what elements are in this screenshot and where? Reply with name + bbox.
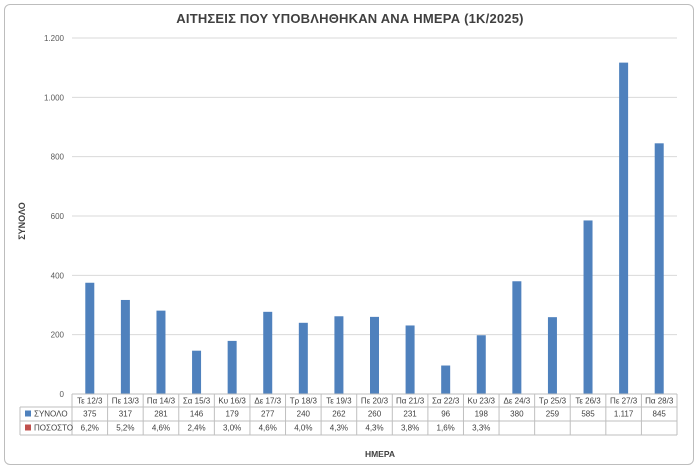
bar xyxy=(334,316,344,394)
category-label: Σα 15/3 xyxy=(183,397,211,406)
category-label: Δε 17/3 xyxy=(254,397,281,406)
data-label: 845 xyxy=(653,410,667,419)
category-label: Τε 26/3 xyxy=(575,397,601,406)
data-label: 179 xyxy=(225,410,239,419)
data-label: 4,6% xyxy=(259,424,277,433)
y-tick-label: 0 xyxy=(60,390,65,399)
x-axis-label: ΗΜΕΡΑ xyxy=(364,449,396,459)
data-label: 1,6% xyxy=(437,424,455,433)
category-label: Κυ 16/3 xyxy=(218,397,246,406)
data-label: 2,4% xyxy=(187,424,205,433)
y-tick-label: 600 xyxy=(51,212,65,221)
data-label: 262 xyxy=(332,410,346,419)
data-label: 3,0% xyxy=(223,424,241,433)
bar xyxy=(441,365,451,394)
category-label: Πε 13/3 xyxy=(112,397,140,406)
data-label: 96 xyxy=(441,410,450,419)
bar xyxy=(263,311,273,394)
data-label: 146 xyxy=(190,410,204,419)
data-label: 281 xyxy=(154,410,168,419)
data-label: 1.117 xyxy=(614,410,634,419)
bar xyxy=(619,62,629,395)
data-label: 277 xyxy=(261,410,275,419)
bar xyxy=(405,325,415,394)
data-label: 3,3% xyxy=(472,424,490,433)
bar xyxy=(654,143,664,394)
chart-frame xyxy=(4,4,694,465)
bar xyxy=(476,335,486,394)
data-label: 6,2% xyxy=(81,424,99,433)
series-name: ΠΟΣΟΣΤΟ xyxy=(34,424,73,433)
bar xyxy=(227,340,237,394)
y-tick-label: 400 xyxy=(51,271,65,280)
y-tick-label: 800 xyxy=(51,153,65,162)
category-label: Τε 12/3 xyxy=(77,397,103,406)
data-label: 5,2% xyxy=(116,424,134,433)
data-label: 4,3% xyxy=(330,424,348,433)
category-label: Τε 19/3 xyxy=(326,397,352,406)
bar xyxy=(192,350,202,394)
y-tick-label: 1.000 xyxy=(44,93,65,102)
data-label: 380 xyxy=(510,410,524,419)
data-label: 4,0% xyxy=(294,424,312,433)
data-label: 317 xyxy=(119,410,133,419)
category-label: Πα 28/3 xyxy=(645,397,674,406)
bar xyxy=(156,310,166,394)
legend-key xyxy=(25,424,31,431)
data-label: 198 xyxy=(475,410,489,419)
category-label: Κυ 23/3 xyxy=(468,397,496,406)
bar xyxy=(370,316,379,394)
data-label: 4,6% xyxy=(152,424,170,433)
data-label: 585 xyxy=(581,410,595,419)
series-name: ΣΥΝΟΛΟ xyxy=(34,410,68,419)
data-label: 240 xyxy=(297,410,311,419)
category-label: Πα 21/3 xyxy=(396,397,425,406)
category-label: Σα 22/3 xyxy=(432,397,460,406)
category-label: Τρ 25/3 xyxy=(539,397,567,406)
data-label: 3,8% xyxy=(401,424,419,433)
data-label: 231 xyxy=(403,410,417,419)
chart-title: ΑΙΤΗΣΕΙΣ ΠΟΥ ΥΠΟΒΛΗΘΗΚΑΝ ΑΝΑ ΗΜΕΡΑ (1Κ/2… xyxy=(176,11,524,26)
data-label: 260 xyxy=(368,410,382,419)
category-label: Δε 24/3 xyxy=(504,397,531,406)
data-label: 4,3% xyxy=(365,424,383,433)
category-label: Πε 27/3 xyxy=(610,397,638,406)
category-label: Τρ 18/3 xyxy=(290,397,318,406)
bar xyxy=(120,299,130,394)
bar xyxy=(583,220,593,394)
bar xyxy=(85,282,95,394)
bar xyxy=(547,317,557,394)
data-label: 259 xyxy=(546,410,560,419)
bar xyxy=(298,322,308,394)
category-label: Πε 20/3 xyxy=(361,397,389,406)
bar xyxy=(512,281,522,394)
y-tick-label: 1.200 xyxy=(44,34,65,43)
y-tick-label: 200 xyxy=(51,331,65,340)
legend-key xyxy=(25,410,31,417)
data-label: 375 xyxy=(83,410,97,419)
category-label: Πα 14/3 xyxy=(147,397,176,406)
